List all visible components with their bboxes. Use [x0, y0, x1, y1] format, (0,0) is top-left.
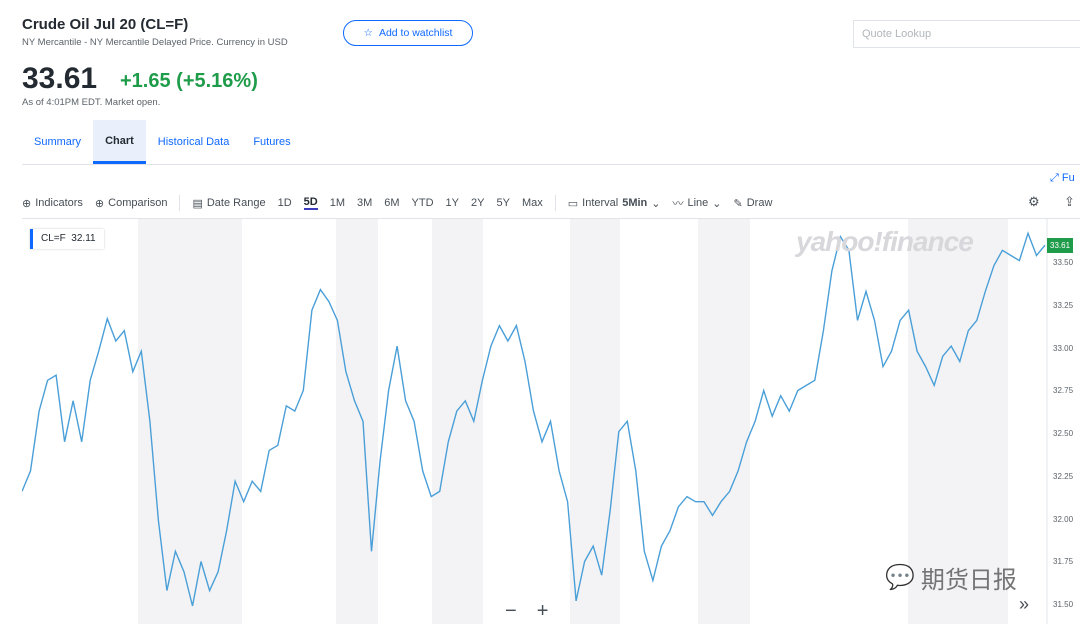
line-chart-icon: 〰: [672, 198, 684, 210]
page-title: Crude Oil Jul 20 (CL=F): [22, 16, 189, 33]
range-1y[interactable]: 1Y: [445, 197, 460, 209]
range-6m[interactable]: 6M: [384, 197, 400, 209]
range-max[interactable]: Max: [521, 197, 543, 209]
price-chart[interactable]: [22, 218, 1080, 624]
tab-futures[interactable]: Futures: [253, 136, 291, 148]
as-of-time: As of 4:01PM EDT. Market open.: [22, 97, 161, 108]
fullscreen-label: Fu: [1061, 172, 1075, 184]
divider: [554, 195, 556, 211]
chart-type-label: Line: [687, 197, 709, 209]
y-tick-label: 32.75: [1053, 386, 1074, 396]
share-icon[interactable]: ⇪: [1064, 194, 1075, 209]
settings-gear-icon[interactable]: ⚙: [1028, 194, 1040, 209]
exchange-subtitle: NY Mercantile - NY Mercantile Delayed Pr…: [22, 37, 288, 48]
range-selector: 1D 5D 1M 3M 6M YTD 1Y 2Y 5Y Max: [278, 196, 555, 210]
y-tick-label: 32.50: [1053, 429, 1074, 438]
range-1d[interactable]: 1D: [277, 197, 292, 209]
candle-icon: ▭: [567, 197, 579, 210]
chart-toolbar: ⊕ Indicators ⊕ Comparison ▤ Date Range 1D 5D…: [22, 194, 784, 212]
tabs: Summary Chart Historical Data Futures: [22, 120, 1080, 165]
watermark: 💬 期货日报: [885, 560, 1017, 595]
scroll-forward-button[interactable]: »: [1008, 594, 1040, 618]
date-range-label: Date Range: [206, 197, 266, 209]
zoom-controls: − +: [505, 600, 548, 623]
y-tick-label: 31.75: [1053, 557, 1074, 567]
interval-label: Interval: [582, 197, 619, 209]
wechat-icon: 💬: [885, 564, 915, 591]
tab-summary[interactable]: Summary: [34, 136, 82, 148]
price-change: +1.65 (+5.16%): [120, 70, 258, 92]
date-range-button[interactable]: ▤ Date Range: [192, 197, 265, 210]
tab-historical-data[interactable]: Historical Data: [157, 136, 230, 148]
last-price-tag: 33.61: [1047, 238, 1074, 253]
indicators-button[interactable]: ⊕ Indicators: [22, 197, 83, 210]
session-band: [432, 219, 483, 624]
chart-type-button[interactable]: 〰 Line ⌄: [673, 195, 722, 211]
comparison-button[interactable]: ⊕ Comparison: [95, 197, 168, 210]
divider: [179, 195, 181, 211]
interval-value: 5Min: [622, 197, 648, 209]
plus-circle-icon: ⊕: [22, 197, 32, 210]
watermark-text: 期货日报: [920, 567, 1017, 594]
session-band: [908, 219, 1008, 624]
tab-chart[interactable]: Chart: [93, 120, 146, 164]
y-tick-label: 31.50: [1053, 600, 1074, 609]
range-3m[interactable]: 3M: [356, 197, 373, 209]
price-line: [22, 231, 1046, 607]
chart-legend: CL=F 32.11: [30, 229, 104, 249]
indicators-label: Indicators: [35, 197, 83, 209]
yahoo-finance-logo: yahoo!finance: [796, 226, 974, 257]
comparison-label: Comparison: [108, 197, 168, 209]
range-ytd[interactable]: YTD: [411, 197, 434, 209]
y-tick-label: 32.25: [1053, 471, 1074, 481]
watchlist-label: Add to watchlist: [378, 27, 453, 39]
legend-symbol: CL=F: [41, 233, 66, 244]
range-2y[interactable]: 2Y: [471, 197, 485, 209]
zoom-out-button[interactable]: −: [505, 600, 517, 622]
draw-label: Draw: [746, 197, 773, 209]
y-tick-label: 32.00: [1053, 514, 1074, 524]
fullscreen-button[interactable]: ⤢ Fu: [1050, 172, 1075, 184]
add-to-watchlist-button[interactable]: ☆ Add to watchlist: [343, 20, 473, 46]
pencil-icon: ✎: [733, 197, 743, 210]
session-band: [570, 219, 620, 624]
chevron-down-icon: ⌄: [651, 197, 661, 210]
legend-value: 32.11: [71, 233, 96, 244]
quote-lookup-input[interactable]: Quote Lookup: [853, 20, 1080, 48]
calendar-icon: ▤: [192, 197, 203, 210]
range-5y[interactable]: 5Y: [496, 197, 510, 209]
chevron-down-icon: ⌄: [712, 197, 722, 210]
range-1m[interactable]: 1M: [329, 197, 345, 209]
star-icon: ☆: [363, 27, 373, 39]
y-tick-label: 33.25: [1053, 300, 1074, 310]
zoom-in-button[interactable]: +: [536, 600, 549, 622]
session-band: [138, 219, 242, 624]
y-tick-label: 33.50: [1053, 258, 1074, 267]
plus-circle-icon: ⊕: [94, 197, 105, 210]
session-band: [698, 219, 750, 624]
current-price: 33.61: [22, 62, 98, 95]
interval-button[interactable]: ▭ Interval 5Min ⌄: [568, 197, 661, 210]
session-band: [336, 219, 378, 624]
y-tick-label: 33.00: [1053, 343, 1074, 353]
draw-button[interactable]: ✎ Draw: [734, 197, 773, 210]
range-5d[interactable]: 5D: [303, 196, 318, 210]
